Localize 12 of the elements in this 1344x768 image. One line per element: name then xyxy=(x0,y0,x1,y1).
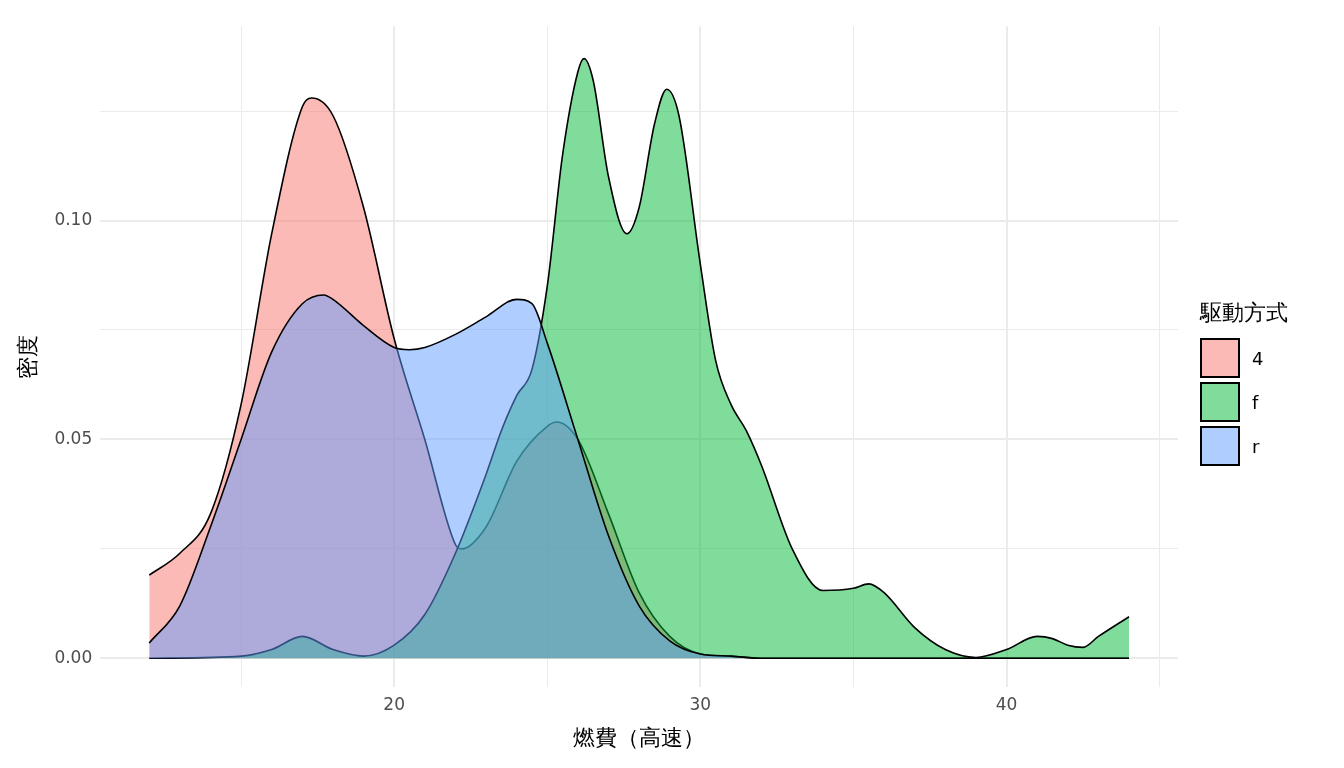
x-axis-title: 燃費（高速） xyxy=(573,724,706,750)
legend-label: 4 xyxy=(1252,347,1264,369)
legend-label: r xyxy=(1252,435,1260,457)
legend-title: 駆動方式 xyxy=(1200,299,1288,327)
y-tick-label: 0.05 xyxy=(54,427,93,448)
x-tick-label: 40 xyxy=(995,693,1018,714)
y-tick-label: 0.00 xyxy=(54,646,93,667)
y-tick-label: 0.10 xyxy=(54,208,93,229)
legend-label: f xyxy=(1252,391,1259,413)
y-axis-title: 密度 xyxy=(14,334,40,379)
x-tick-label: 20 xyxy=(383,693,405,714)
x-tick-label: 30 xyxy=(689,693,712,714)
